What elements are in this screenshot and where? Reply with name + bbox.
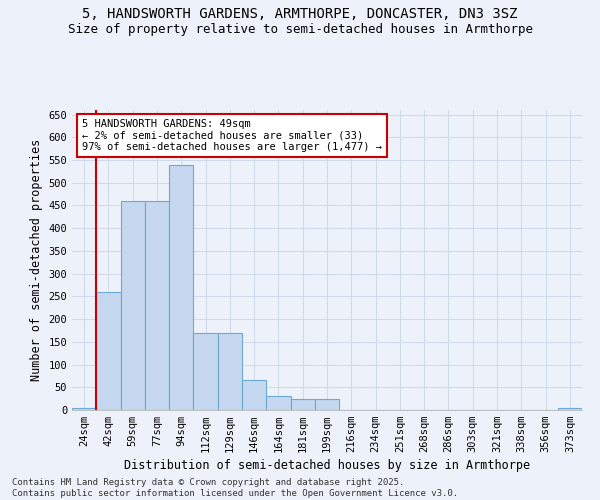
Bar [242, 380, 266, 410]
Bar [193, 332, 218, 410]
Bar [72, 408, 96, 410]
X-axis label: Distribution of semi-detached houses by size in Armthorpe: Distribution of semi-detached houses by … [124, 460, 530, 472]
Y-axis label: Number of semi-detached properties: Number of semi-detached properties [30, 139, 43, 381]
Bar [218, 332, 242, 410]
Bar [290, 398, 315, 410]
Text: 5 HANDSWORTH GARDENS: 49sqm
← 2% of semi-detached houses are smaller (33)
97% of: 5 HANDSWORTH GARDENS: 49sqm ← 2% of semi… [82, 119, 382, 152]
Bar [169, 164, 193, 410]
Text: 5, HANDSWORTH GARDENS, ARMTHORPE, DONCASTER, DN3 3SZ: 5, HANDSWORTH GARDENS, ARMTHORPE, DONCAS… [82, 8, 518, 22]
Bar [121, 201, 145, 410]
Text: Size of property relative to semi-detached houses in Armthorpe: Size of property relative to semi-detach… [67, 22, 533, 36]
Bar [145, 201, 169, 410]
Text: Contains HM Land Registry data © Crown copyright and database right 2025.
Contai: Contains HM Land Registry data © Crown c… [12, 478, 458, 498]
Bar [266, 396, 290, 410]
Bar [315, 398, 339, 410]
Bar [558, 408, 582, 410]
Bar [96, 292, 121, 410]
